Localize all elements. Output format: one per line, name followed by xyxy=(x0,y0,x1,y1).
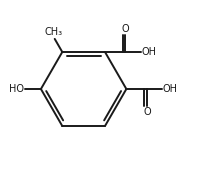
Text: O: O xyxy=(122,24,129,34)
Text: OH: OH xyxy=(163,84,177,94)
Text: CH₃: CH₃ xyxy=(45,27,63,37)
Text: HO: HO xyxy=(9,84,24,94)
Text: O: O xyxy=(143,107,151,117)
Text: OH: OH xyxy=(141,47,156,57)
